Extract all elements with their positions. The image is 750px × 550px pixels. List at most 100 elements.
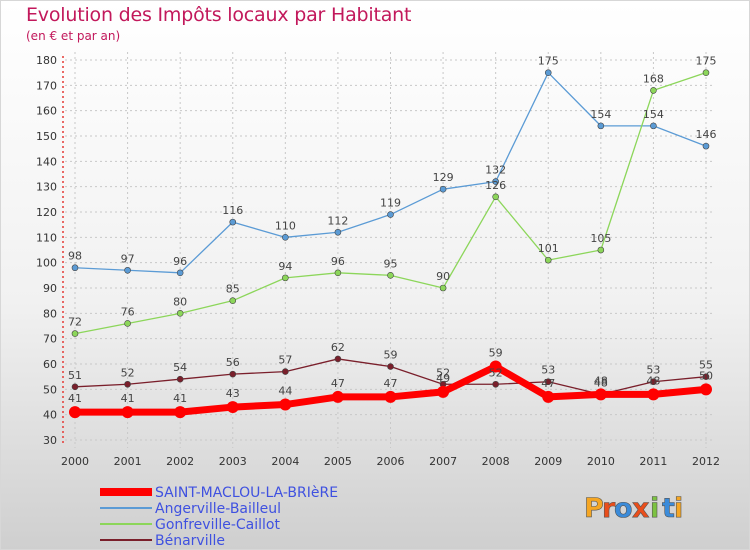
data-label: 43 xyxy=(226,387,240,400)
data-point xyxy=(650,87,657,94)
data-point xyxy=(71,264,79,272)
data-point xyxy=(650,122,657,130)
data-point xyxy=(279,398,292,411)
data-point xyxy=(334,355,342,363)
x-tick-label: 2003 xyxy=(219,455,247,468)
data-label: 119 xyxy=(380,197,401,210)
data-label: 51 xyxy=(68,369,82,382)
data-label: 47 xyxy=(331,377,345,390)
data-label: 41 xyxy=(68,392,82,405)
data-point xyxy=(282,368,289,375)
data-point xyxy=(229,297,237,304)
data-point xyxy=(334,228,342,236)
data-point xyxy=(71,330,79,337)
x-tick-label: 2011 xyxy=(639,455,667,468)
logo-letter: i xyxy=(650,493,659,524)
y-tick-label: 150 xyxy=(36,130,57,143)
data-point xyxy=(492,178,499,185)
data-label: 57 xyxy=(278,354,292,367)
data-point xyxy=(121,406,134,419)
data-label: 48 xyxy=(594,376,608,389)
data-point xyxy=(334,269,342,277)
x-tick-label: 2000 xyxy=(61,455,89,468)
data-label: 80 xyxy=(173,295,187,308)
data-label: 54 xyxy=(173,361,187,374)
data-label: 52 xyxy=(436,366,450,379)
x-tick-label: 2008 xyxy=(482,455,510,468)
y-tick-label: 170 xyxy=(36,79,57,92)
data-point xyxy=(387,211,394,218)
y-tick-label: 120 xyxy=(36,206,57,219)
data-label: 95 xyxy=(384,257,398,270)
data-label: 59 xyxy=(489,347,503,360)
data-point xyxy=(174,406,187,419)
grid xyxy=(65,52,714,448)
data-label: 59 xyxy=(384,349,398,362)
data-point xyxy=(124,380,131,388)
data-point xyxy=(124,266,131,274)
data-point xyxy=(702,69,710,76)
data-point xyxy=(650,378,657,386)
x-tick-label: 2006 xyxy=(377,455,405,468)
data-label: 52 xyxy=(489,366,503,379)
data-label: 47 xyxy=(541,377,555,390)
data-point xyxy=(229,218,237,226)
y-tick-label: 60 xyxy=(43,358,57,371)
data-label: 56 xyxy=(226,356,240,369)
data-label: 55 xyxy=(699,359,713,372)
y-tick-label: 50 xyxy=(43,383,57,396)
data-label: 101 xyxy=(538,242,559,255)
legend-label: Bénarville xyxy=(155,533,225,549)
data-point xyxy=(176,375,184,383)
x-tick-label: 2012 xyxy=(692,455,720,468)
x-tick-label: 2002 xyxy=(166,455,194,468)
data-point xyxy=(489,360,502,373)
data-point xyxy=(331,390,344,403)
data-point xyxy=(229,370,237,378)
y-tick-label: 160 xyxy=(36,105,57,118)
chart-title: Evolution des Impôts locaux par Habitant xyxy=(26,4,412,26)
x-tick-label: 2007 xyxy=(429,455,457,468)
data-point xyxy=(542,390,555,403)
data-label: 98 xyxy=(68,250,82,263)
data-point xyxy=(492,380,499,388)
y-tick-label: 40 xyxy=(43,409,57,422)
data-label: 53 xyxy=(541,364,555,377)
series-layer xyxy=(69,69,712,419)
legend-label: Gonfreville-Caillot xyxy=(155,517,280,533)
data-point xyxy=(437,385,450,398)
data-label: 96 xyxy=(331,255,345,268)
data-label: 76 xyxy=(121,305,135,318)
logo-letter: o xyxy=(614,493,633,524)
y-tick-label: 180 xyxy=(36,54,57,67)
data-label: 154 xyxy=(643,108,664,121)
data-label: 168 xyxy=(643,72,664,85)
data-point xyxy=(439,284,447,292)
data-label: 44 xyxy=(278,385,292,398)
data-label: 116 xyxy=(222,204,243,217)
data-point xyxy=(544,256,552,264)
data-point xyxy=(647,388,660,401)
data-label: 112 xyxy=(327,214,348,227)
data-point xyxy=(176,269,184,277)
data-label: 62 xyxy=(331,341,345,354)
data-point xyxy=(124,320,131,327)
legend: SAINT-MACLOU-LA-BRIèREAngerville-Bailleu… xyxy=(100,485,338,549)
data-label: 97 xyxy=(121,252,135,265)
data-point xyxy=(176,310,184,317)
y-tick-label: 80 xyxy=(43,307,57,320)
data-point xyxy=(387,272,394,279)
data-label: 41 xyxy=(121,392,135,405)
y-tick-label: 130 xyxy=(36,181,57,194)
data-point xyxy=(387,363,394,370)
x-tick-label: 2009 xyxy=(534,455,562,468)
legend-label: SAINT-MACLOU-LA-BRIèRE xyxy=(155,485,338,501)
data-labels: 41 41 41 43 44 47 47 49 59 47 48 48 50 98 97 96 116 110 11… xyxy=(68,55,717,405)
logo-letter: r xyxy=(602,493,616,524)
data-point xyxy=(492,193,499,201)
data-point xyxy=(544,378,552,386)
data-label: 175 xyxy=(696,55,717,68)
x-tick-label: 2001 xyxy=(114,455,142,468)
data-label: 52 xyxy=(121,366,135,379)
y-tick-label: 140 xyxy=(36,155,57,168)
